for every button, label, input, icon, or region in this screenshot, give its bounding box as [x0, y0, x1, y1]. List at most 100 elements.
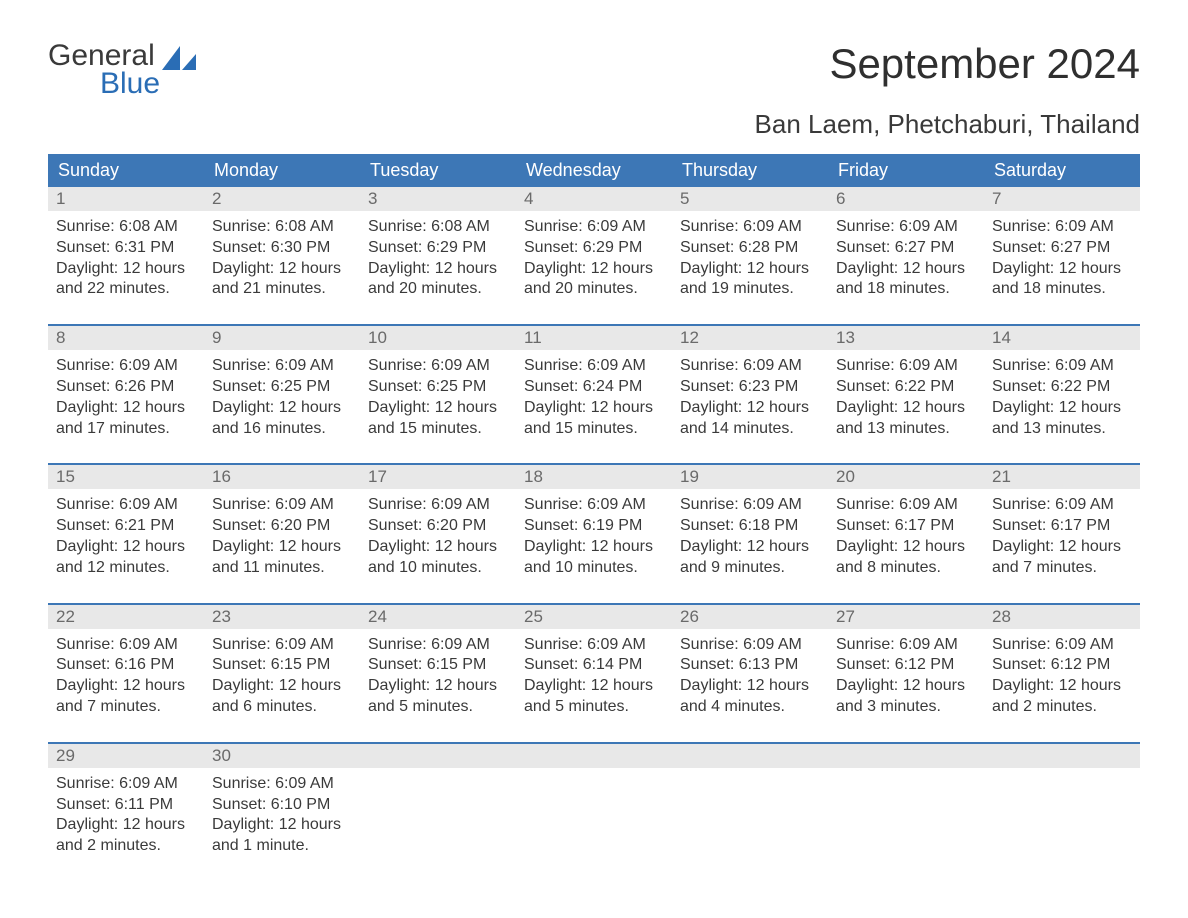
daylight-line: Daylight: 12 hours and 8 minutes. [836, 537, 976, 579]
sunrise-line: Sunrise: 6:09 AM [836, 217, 976, 238]
day-cell: Sunrise: 6:08 AMSunset: 6:30 PMDaylight:… [204, 211, 360, 308]
sunset-line: Sunset: 6:28 PM [680, 238, 820, 259]
day-cell: Sunrise: 6:09 AMSunset: 6:18 PMDaylight:… [672, 489, 828, 586]
daylight-line: Daylight: 12 hours and 19 minutes. [680, 259, 820, 301]
day-number: 25 [516, 605, 672, 629]
day-cell: Sunrise: 6:09 AMSunset: 6:14 PMDaylight:… [516, 629, 672, 726]
daylight-line: Daylight: 12 hours and 7 minutes. [56, 676, 196, 718]
daylight-line: Daylight: 12 hours and 4 minutes. [680, 676, 820, 718]
sunrise-line: Sunrise: 6:09 AM [56, 356, 196, 377]
sunset-line: Sunset: 6:30 PM [212, 238, 352, 259]
sunrise-line: Sunrise: 6:09 AM [992, 495, 1132, 516]
day-cell: Sunrise: 6:09 AMSunset: 6:11 PMDaylight:… [48, 768, 204, 865]
month-title: September 2024 [829, 40, 1140, 88]
day-number [984, 744, 1140, 768]
calendar: SundayMondayTuesdayWednesdayThursdayFrid… [48, 154, 1140, 865]
sunrise-line: Sunrise: 6:09 AM [836, 495, 976, 516]
day-cell: Sunrise: 6:09 AMSunset: 6:26 PMDaylight:… [48, 350, 204, 447]
day-cell: Sunrise: 6:08 AMSunset: 6:31 PMDaylight:… [48, 211, 204, 308]
daylight-line: Daylight: 12 hours and 20 minutes. [524, 259, 664, 301]
sunset-line: Sunset: 6:20 PM [368, 516, 508, 537]
sunset-line: Sunset: 6:24 PM [524, 377, 664, 398]
logo: General Blue [48, 40, 201, 99]
dow-cell: Friday [828, 154, 984, 187]
day-number: 24 [360, 605, 516, 629]
day-number [360, 744, 516, 768]
sunset-line: Sunset: 6:13 PM [680, 655, 820, 676]
sunrise-line: Sunrise: 6:09 AM [992, 635, 1132, 656]
sunset-line: Sunset: 6:22 PM [836, 377, 976, 398]
daynum-row: 2930 [48, 744, 1140, 768]
day-cell [516, 768, 672, 865]
day-cell: Sunrise: 6:09 AMSunset: 6:21 PMDaylight:… [48, 489, 204, 586]
sunrise-line: Sunrise: 6:09 AM [680, 635, 820, 656]
day-cell: Sunrise: 6:09 AMSunset: 6:10 PMDaylight:… [204, 768, 360, 865]
daylight-line: Daylight: 12 hours and 13 minutes. [992, 398, 1132, 440]
day-number: 10 [360, 326, 516, 350]
logo-text-blue: Blue [48, 68, 201, 100]
day-of-week-header: SundayMondayTuesdayWednesdayThursdayFrid… [48, 154, 1140, 187]
daylight-line: Daylight: 12 hours and 16 minutes. [212, 398, 352, 440]
daylight-line: Daylight: 12 hours and 18 minutes. [992, 259, 1132, 301]
day-number [516, 744, 672, 768]
sunset-line: Sunset: 6:18 PM [680, 516, 820, 537]
week-row: 2930Sunrise: 6:09 AMSunset: 6:11 PMDayli… [48, 742, 1140, 865]
sunset-line: Sunset: 6:21 PM [56, 516, 196, 537]
daylight-line: Daylight: 12 hours and 18 minutes. [836, 259, 976, 301]
day-cell: Sunrise: 6:09 AMSunset: 6:23 PMDaylight:… [672, 350, 828, 447]
day-number: 26 [672, 605, 828, 629]
day-number: 13 [828, 326, 984, 350]
day-cell [360, 768, 516, 865]
daylight-line: Daylight: 12 hours and 14 minutes. [680, 398, 820, 440]
daynum-row: 891011121314 [48, 326, 1140, 350]
day-number: 17 [360, 465, 516, 489]
sunrise-line: Sunrise: 6:09 AM [368, 635, 508, 656]
dow-cell: Wednesday [516, 154, 672, 187]
sunrise-line: Sunrise: 6:09 AM [992, 356, 1132, 377]
daylight-line: Daylight: 12 hours and 12 minutes. [56, 537, 196, 579]
sunrise-line: Sunrise: 6:09 AM [56, 495, 196, 516]
day-cell [984, 768, 1140, 865]
day-cell: Sunrise: 6:09 AMSunset: 6:12 PMDaylight:… [984, 629, 1140, 726]
day-cell: Sunrise: 6:09 AMSunset: 6:20 PMDaylight:… [360, 489, 516, 586]
day-number: 7 [984, 187, 1140, 211]
daylight-line: Daylight: 12 hours and 7 minutes. [992, 537, 1132, 579]
sunset-line: Sunset: 6:29 PM [368, 238, 508, 259]
daylight-line: Daylight: 12 hours and 13 minutes. [836, 398, 976, 440]
location: Ban Laem, Phetchaburi, Thailand [48, 109, 1140, 140]
sunset-line: Sunset: 6:20 PM [212, 516, 352, 537]
sunset-line: Sunset: 6:27 PM [836, 238, 976, 259]
day-number: 19 [672, 465, 828, 489]
week-row: 1234567Sunrise: 6:08 AMSunset: 6:31 PMDa… [48, 187, 1140, 308]
sunset-line: Sunset: 6:11 PM [56, 795, 196, 816]
sunset-line: Sunset: 6:10 PM [212, 795, 352, 816]
daylight-line: Daylight: 12 hours and 10 minutes. [524, 537, 664, 579]
sunset-line: Sunset: 6:29 PM [524, 238, 664, 259]
day-number: 16 [204, 465, 360, 489]
day-cell: Sunrise: 6:09 AMSunset: 6:29 PMDaylight:… [516, 211, 672, 308]
day-number: 6 [828, 187, 984, 211]
sunset-line: Sunset: 6:12 PM [992, 655, 1132, 676]
sunset-line: Sunset: 6:12 PM [836, 655, 976, 676]
daylight-line: Daylight: 12 hours and 11 minutes. [212, 537, 352, 579]
week-row: 15161718192021Sunrise: 6:09 AMSunset: 6:… [48, 463, 1140, 586]
sunset-line: Sunset: 6:14 PM [524, 655, 664, 676]
header: General Blue September 2024 [48, 40, 1140, 99]
sunrise-line: Sunrise: 6:09 AM [368, 495, 508, 516]
sunrise-line: Sunrise: 6:09 AM [524, 635, 664, 656]
day-cell: Sunrise: 6:09 AMSunset: 6:15 PMDaylight:… [360, 629, 516, 726]
day-cell: Sunrise: 6:09 AMSunset: 6:27 PMDaylight:… [984, 211, 1140, 308]
sunrise-line: Sunrise: 6:09 AM [212, 356, 352, 377]
sunset-line: Sunset: 6:19 PM [524, 516, 664, 537]
dow-cell: Sunday [48, 154, 204, 187]
day-cell: Sunrise: 6:09 AMSunset: 6:22 PMDaylight:… [984, 350, 1140, 447]
sunset-line: Sunset: 6:25 PM [368, 377, 508, 398]
sunset-line: Sunset: 6:23 PM [680, 377, 820, 398]
day-number: 5 [672, 187, 828, 211]
daynum-row: 22232425262728 [48, 605, 1140, 629]
week-row: 22232425262728Sunrise: 6:09 AMSunset: 6:… [48, 603, 1140, 726]
daylight-line: Daylight: 12 hours and 21 minutes. [212, 259, 352, 301]
daylight-line: Daylight: 12 hours and 3 minutes. [836, 676, 976, 718]
daylight-line: Daylight: 12 hours and 6 minutes. [212, 676, 352, 718]
daylight-line: Daylight: 12 hours and 5 minutes. [368, 676, 508, 718]
